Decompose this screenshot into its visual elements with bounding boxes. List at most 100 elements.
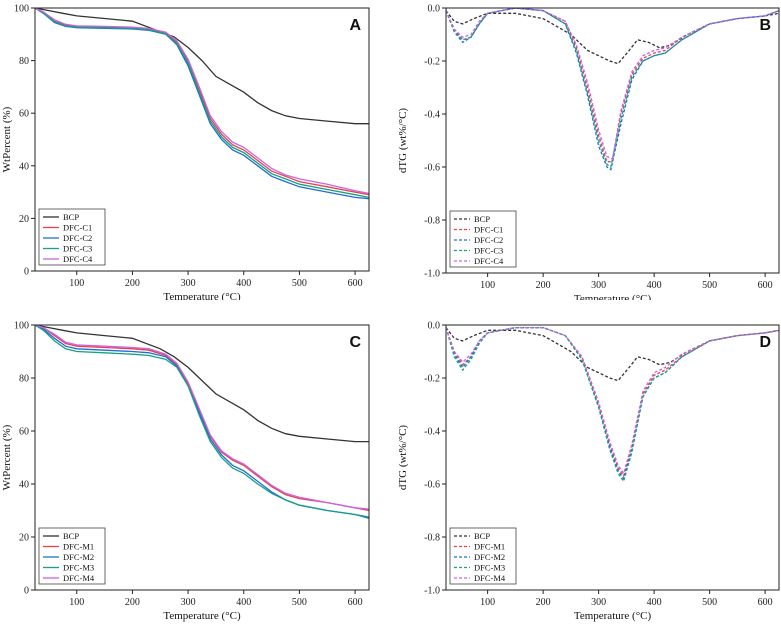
panel-c-y-axis-label: WtPercent (%) (1, 424, 13, 490)
panel-d-x-tick-label: 100 (480, 597, 495, 608)
panel-a-legend-label: DFC-C3 (63, 244, 92, 254)
panel-a-x-tick-label: 500 (292, 278, 307, 289)
panel-c-x-tick-label: 400 (236, 597, 251, 608)
panel-c-legend-box (38, 527, 106, 585)
panel-b-legend-box (449, 210, 517, 268)
panel-a-series-line-dfc-c4 (35, 8, 369, 195)
panel-d-series-group (446, 326, 779, 483)
panel-c-y-tick-label: 40 (19, 480, 29, 491)
panel-d-y-tick-label: -0.8 (424, 533, 440, 544)
panel-d-y-tick-label: -0.4 (424, 427, 440, 438)
panel-d-legend-label: DFC-M1 (474, 542, 505, 552)
panel-a-y-axis-label: WtPercent (%) (1, 106, 13, 172)
panel-c-legend-label: DFC-M1 (63, 542, 94, 552)
panel-b-plot-frame (445, 7, 780, 274)
panel-d-x-tick-label: 600 (758, 597, 773, 608)
panel-b-x-tick-label: 200 (536, 280, 551, 291)
panel-c-series-line-dfc-m3 (35, 325, 369, 520)
panel-c-legend-label: DFC-M3 (63, 563, 94, 573)
panel-a-legend-label: DFC-C1 (63, 223, 92, 233)
panel-a-chart: 100 200 300 400 500 600 0 20 40 60 80 100 Temperatur… (1, 4, 370, 300)
panel-d-y-tick-label: -1.0 (424, 586, 440, 597)
panel-b-x-tick-label: 600 (758, 280, 773, 291)
panel-c-legend-label: DFC-M4 (63, 573, 95, 583)
panel-a-x-tick-label: 300 (181, 278, 196, 289)
panel-b-series-line-dfc-c3 (446, 8, 779, 169)
panel-a-series-group (35, 8, 369, 200)
panel-c-legend-label: DFC-M2 (63, 552, 94, 562)
panel-c-x-axis-label: Temperature (°C) (163, 610, 241, 622)
panel-b-x-tick-label: 300 (591, 280, 606, 291)
panel-d-series-line-bcp (446, 327, 779, 382)
panel-b-panel-letter: B (759, 17, 771, 34)
panel-a-legend-label: BCP (63, 212, 79, 222)
panel-b-legend-label: DFC-C2 (474, 235, 503, 245)
panel-c-y-tick-label: 60 (19, 427, 29, 438)
panel-d-y-axis-label: dTG (wt%/°C) (397, 425, 409, 491)
panel-c-x-tick-label: 100 (69, 597, 84, 608)
panel-b-series-line-bcp (446, 10, 779, 65)
panel-b-y-tick-label: -0.2 (424, 57, 440, 68)
panel-c-plot-frame (34, 324, 370, 591)
panel-b-y-tick-label: 0.0 (428, 4, 441, 15)
panel-b-series-group (446, 8, 779, 171)
panel-a-legend-box (38, 208, 106, 266)
panel-d-x-tick-label: 300 (591, 597, 606, 608)
panel-c-legend-label: BCP (63, 531, 79, 541)
panel-a-y-tick-label: 0 (24, 267, 29, 278)
panel-b-series-line-dfc-c2 (446, 8, 779, 171)
panel-a-x-tick-label: 200 (125, 278, 140, 289)
panel-c-x-tick-label: 600 (348, 597, 363, 608)
panel-c-series-line-dfc-m4 (35, 325, 369, 510)
panel-b-legend-label: BCP (474, 214, 490, 224)
panel-b-x-tick-label: 400 (647, 280, 662, 291)
panel-a-x-tick-label: 400 (236, 278, 251, 289)
panel-b-y-tick-label: -0.4 (424, 110, 440, 121)
panel-d-x-tick-label: 400 (647, 597, 662, 608)
panel-b-y-tick-label: -0.8 (424, 216, 440, 227)
panel-b-legend-label: DFC-C4 (474, 256, 504, 266)
panel-d-y-tick-label: -0.6 (424, 480, 440, 491)
panel-b-y-tick-label: -0.6 (424, 163, 440, 174)
panel-c-y-tick-label: 0 (24, 586, 29, 597)
panel-b-x-tick-label: 100 (480, 280, 495, 291)
panel-a-legend-label: DFC-C4 (63, 254, 93, 264)
panel-d-y-tick-label: 0.0 (428, 321, 441, 332)
panel-b-y-axis-label: dTG (wt%/°C) (397, 108, 409, 174)
panel-a-x-axis-label: Temperature (°C) (163, 291, 241, 300)
panel-d-series-line-dfc-m2 (446, 326, 779, 481)
panel-c-y-tick-label: 100 (14, 321, 29, 332)
panel-d-legend-label: DFC-M2 (474, 552, 505, 562)
panel-b-series-line-dfc-c1 (446, 8, 779, 163)
panel-a-y-tick-label: 80 (19, 56, 29, 67)
panel-a-x-tick-label: 600 (348, 278, 363, 289)
panel-b-legend-label: DFC-C3 (474, 246, 503, 256)
panel-a-y-tick-label: 40 (19, 161, 29, 172)
panel-a-x-tick-label: 100 (69, 278, 84, 289)
panel-c-x-tick-label: 300 (181, 597, 196, 608)
panel-a-panel-letter: A (349, 17, 361, 34)
panel-d-legend-label: BCP (474, 531, 490, 541)
panel-d-x-axis-label: Temperature (°C) (574, 610, 652, 622)
panel-b-x-tick-label: 500 (702, 280, 717, 291)
panel-b-chart: 100 200 300 400 500 600 -1.0 -0.8 -0.6 -0.4 -0.2 0.… (397, 4, 780, 300)
panel-d-x-tick-label: 200 (536, 597, 551, 608)
panel-a-legend-label: DFC-C2 (63, 233, 92, 243)
panel-d-plot-frame (445, 324, 780, 591)
panel-a-y-tick-label: 60 (19, 109, 29, 120)
panel-c-chart: 100 200 300 400 500 600 0 20 40 60 80 100 Temperatur… (1, 321, 370, 622)
panel-c-series-line-bcp (35, 325, 369, 443)
panel-d-series-line-dfc-m1 (446, 326, 779, 478)
panel-a-y-tick-label: 100 (14, 4, 29, 15)
panel-d-panel-letter: D (759, 334, 771, 351)
panel-a-series-line-dfc-c2 (35, 8, 369, 200)
panel-c-x-tick-label: 200 (125, 597, 140, 608)
panel-c-y-tick-label: 20 (19, 533, 29, 544)
panel-b-legend-label: DFC-C1 (474, 225, 503, 235)
panel-c-series-group (35, 325, 369, 520)
panel-d-series-line-dfc-m4 (446, 326, 779, 475)
panel-d-x-tick-label: 500 (702, 597, 717, 608)
panel-c-y-tick-label: 80 (19, 374, 29, 385)
panel-d-legend-label: DFC-M3 (474, 563, 505, 573)
